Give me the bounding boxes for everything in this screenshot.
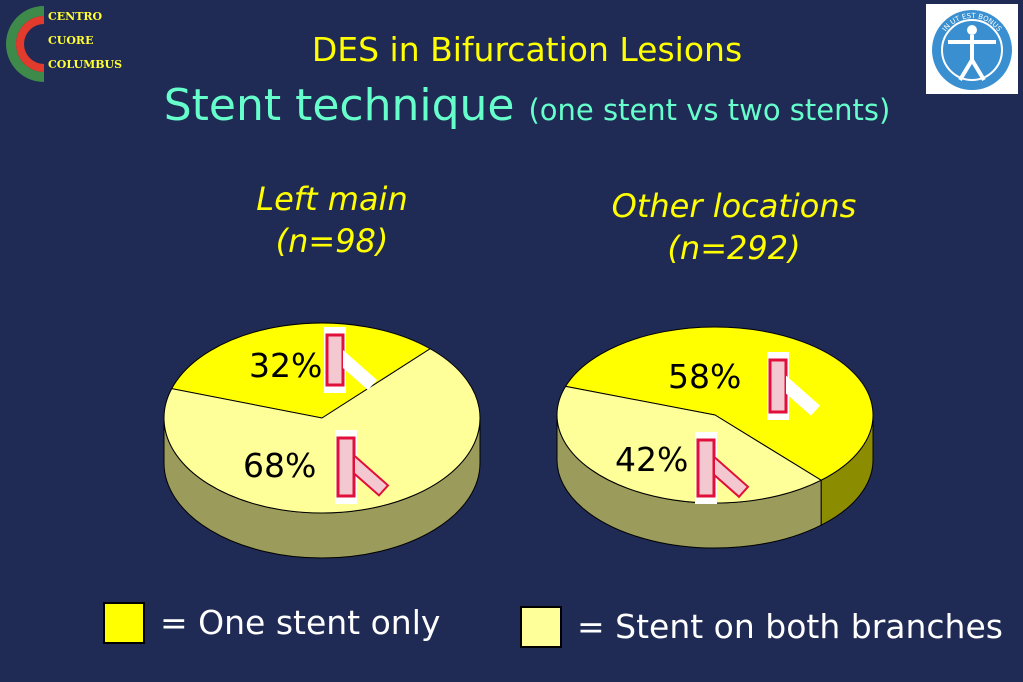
logo-line: CUORE (48, 34, 94, 47)
legend-label: = Stent on both branches (577, 607, 1003, 646)
logo-line: COLUMBUS (48, 58, 123, 71)
chart-title: Other locations (611, 187, 857, 225)
pie-slice-both-branches (556, 385, 823, 504)
legend-swatch-both-branches (520, 606, 562, 648)
slice-label: 58% (668, 357, 742, 396)
legend-swatch-one-stent (103, 602, 145, 644)
pie-slice-one-stent (564, 326, 874, 481)
logo-centro-cuore-columbus: CENTRO CUORE COLUMBUS (4, 4, 134, 84)
chart-title-left: Left main (n=98) (202, 178, 462, 262)
slice-label: 42% (615, 440, 689, 479)
page-title: DES in Bifurcation Lesions (311, 30, 743, 69)
chart-n-label: (n=292) (667, 229, 801, 267)
subtitle-main: Stent technique (163, 80, 515, 131)
two-stents-icon (336, 436, 356, 498)
vitruvian-man-icon: IN UT EST BONUS (932, 10, 1012, 90)
pie-slice-both-branches (163, 348, 481, 514)
two-stents-icon-branch (713, 454, 750, 499)
single-stent-icon-branch (343, 350, 377, 390)
slice-label: 32% (249, 346, 323, 385)
logo-arc-icon (6, 6, 44, 82)
chart-n-label: (n=98) (275, 222, 389, 260)
page-subtitle: Stent technique (one stent vs two stents… (0, 80, 1023, 131)
pie-slice-one-stent (170, 322, 432, 419)
single-stent-icon (325, 333, 345, 387)
logo-vitruvian: IN UT EST BONUS (926, 4, 1018, 94)
two-stents-icon (696, 438, 716, 498)
single-stent-icon (768, 358, 788, 414)
single-stent-icon-branch (786, 375, 820, 416)
logo-line: CENTRO (48, 10, 103, 23)
legend-label: = One stent only (160, 603, 441, 642)
slice-label: 68% (243, 446, 317, 485)
chart-title: Left main (256, 180, 408, 218)
subtitle-paren: (one stent vs two stents) (528, 93, 891, 127)
chart-title-right: Other locations (n=292) (584, 185, 884, 269)
two-stents-icon-branch (353, 453, 390, 497)
